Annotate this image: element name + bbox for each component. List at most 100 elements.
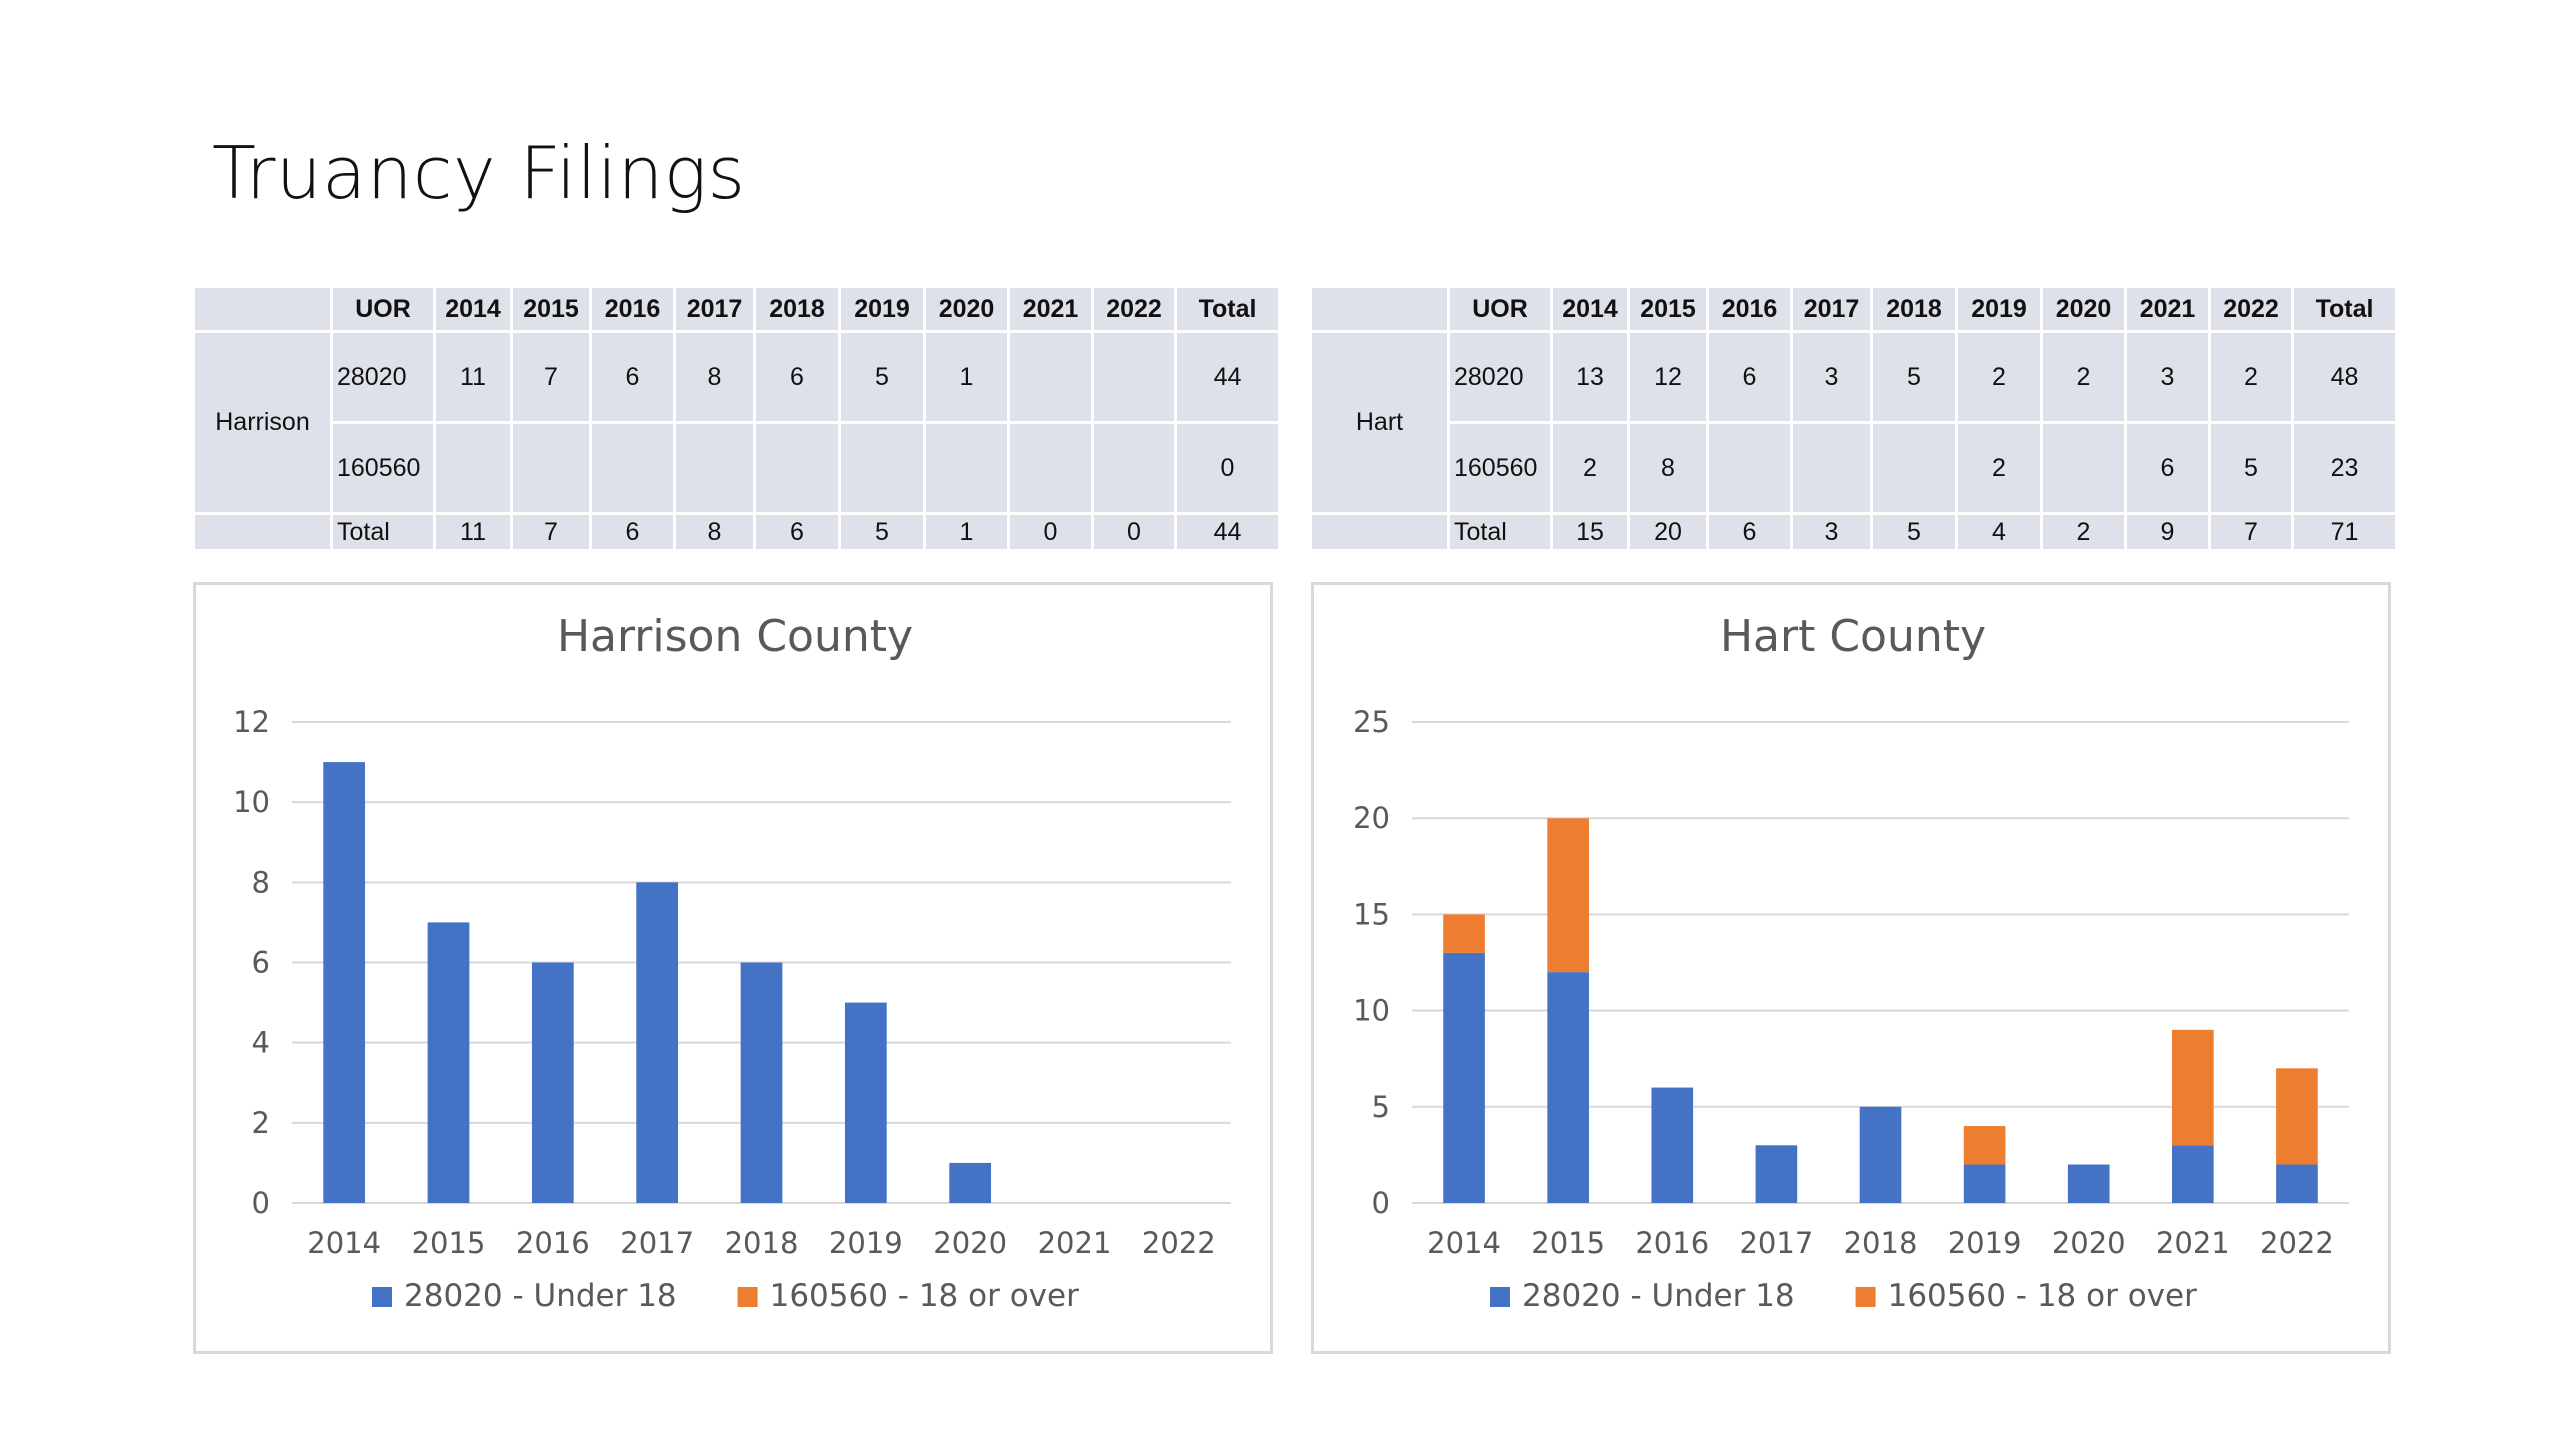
legend-label: 28020 - Under 18	[1522, 1278, 1795, 1314]
table-cell	[1091, 333, 1174, 424]
y-tick-label: 10	[233, 785, 270, 819]
table-cell: 6	[1706, 515, 1790, 549]
table-cell: 0	[1174, 424, 1278, 515]
y-tick-label: 4	[252, 1026, 270, 1060]
table-cell-empty	[195, 515, 330, 549]
table-header: Total	[1174, 288, 1278, 333]
y-tick-label: 2	[252, 1106, 270, 1140]
bar-over18	[2276, 1068, 2318, 1165]
table-header: 2022	[1091, 288, 1174, 333]
table-cell: 15	[1550, 515, 1627, 549]
y-tick-label: 12	[233, 705, 270, 739]
legend-swatch-under18	[1490, 1287, 1510, 1307]
table-cell: 7	[510, 333, 589, 424]
x-tick-label: 2022	[1142, 1226, 1216, 1260]
table-cell: 160560	[1447, 424, 1550, 515]
table-cell	[510, 424, 589, 515]
table-cell	[589, 424, 673, 515]
bar-under18	[2172, 1145, 2214, 1203]
chart-title: Hart County	[1720, 611, 1986, 662]
table-cell	[1870, 424, 1955, 515]
x-tick-label: 2015	[1531, 1226, 1605, 1260]
table-cell: 20	[1627, 515, 1706, 549]
x-tick-label: 2014	[307, 1226, 381, 1260]
bar-under18	[844, 1002, 887, 1203]
bar-under18	[2067, 1164, 2110, 1203]
table-cell	[753, 424, 838, 515]
y-tick-label: 0	[1372, 1186, 1390, 1220]
x-tick-label: 2016	[1635, 1226, 1709, 1260]
x-tick-label: 2017	[1739, 1226, 1813, 1260]
chart-title: Harrison County	[557, 611, 913, 662]
x-tick-label: 2021	[2156, 1226, 2230, 1260]
table-header: 2020	[923, 288, 1007, 333]
bar-under18	[636, 882, 679, 1203]
table-cell: 9	[2124, 515, 2208, 549]
legend-swatch-under18	[372, 1287, 392, 1307]
bar-over18	[1963, 1126, 2006, 1165]
table-cell	[1706, 424, 1790, 515]
table-cell: 7	[510, 515, 589, 549]
bar-over18	[2172, 1029, 2214, 1146]
x-tick-label: 2017	[620, 1226, 694, 1260]
y-tick-label: 8	[252, 865, 270, 899]
y-tick-label: 20	[1353, 801, 1390, 835]
table-cell	[923, 424, 1007, 515]
table-cell: 44	[1174, 515, 1278, 549]
y-tick-label: 5	[1372, 1090, 1390, 1124]
table-cell: 160560	[330, 424, 433, 515]
x-tick-label: 2020	[2052, 1226, 2126, 1260]
y-tick-label: 10	[1353, 994, 1390, 1028]
table-cell	[2040, 424, 2124, 515]
x-tick-label: 2021	[1038, 1226, 1112, 1260]
bar-under18	[1547, 972, 1589, 1203]
table-header: 2019	[1955, 288, 2040, 333]
table-cell: 5	[1870, 333, 1955, 424]
table-cell: 0	[1007, 515, 1091, 549]
table-cell: 2	[1955, 333, 2040, 424]
x-tick-label: 2015	[412, 1226, 486, 1260]
table-cell: 71	[2291, 515, 2395, 549]
harrison-chart-panel: Harrison County 0 2 4 6 8 10 12 2014 2015 2016 2017…	[193, 582, 1273, 1354]
table-cell: 3	[2124, 333, 2208, 424]
table-cell: 11	[433, 515, 510, 549]
table-cell: 6	[589, 515, 673, 549]
x-tick-label: 2018	[1844, 1226, 1918, 1260]
x-tick-label: 2016	[516, 1226, 590, 1260]
harrison-chart: Harrison County 0 2 4 6 8 10 12 2014 2015 2016 2017…	[233, 611, 1231, 1314]
table-cell	[1007, 424, 1091, 515]
table-cell: 3	[1790, 333, 1870, 424]
bar-under18	[1651, 1087, 1694, 1203]
table-cell: 6	[753, 333, 838, 424]
x-tick-label: 2019	[1948, 1226, 2022, 1260]
legend-label: 160560 - 18 or over	[770, 1278, 1079, 1314]
bar-under18	[1859, 1106, 1902, 1203]
table-cell: 28020	[1447, 333, 1550, 424]
table-cell: 6	[753, 515, 838, 549]
y-tick-label: 0	[252, 1186, 270, 1220]
table-cell: 8	[673, 515, 753, 549]
table-header: 2021	[1007, 288, 1091, 333]
x-tick-label: 2019	[829, 1226, 903, 1260]
table-header: Total	[2291, 288, 2395, 333]
table-cell: 12	[1627, 333, 1706, 424]
table-cell	[673, 424, 753, 515]
harrison-table: UOR 2014 2015 2016 2017 2018 2019 2020 2…	[195, 288, 1278, 549]
table-cell: 3	[1790, 515, 1870, 549]
table-cell: 5	[2208, 424, 2291, 515]
bar-under18	[531, 962, 574, 1203]
table-header: 2015	[1627, 288, 1706, 333]
table-cell: 11	[433, 333, 510, 424]
x-tick-label: 2020	[933, 1226, 1007, 1260]
bar-under18	[1443, 952, 1485, 1203]
table-header: 2018	[753, 288, 838, 333]
table-cell: 2	[1550, 424, 1627, 515]
y-tick-label: 15	[1353, 897, 1390, 931]
hart-table: UOR 2014 2015 2016 2017 2018 2019 2020 2…	[1312, 288, 2395, 549]
table-cell: 44	[1174, 333, 1278, 424]
table-cell: 28020	[330, 333, 433, 424]
y-tick-label: 25	[1353, 705, 1390, 739]
table-cell-empty	[1312, 515, 1447, 549]
table-header: 2017	[1790, 288, 1870, 333]
table-cell: 2	[1955, 424, 2040, 515]
